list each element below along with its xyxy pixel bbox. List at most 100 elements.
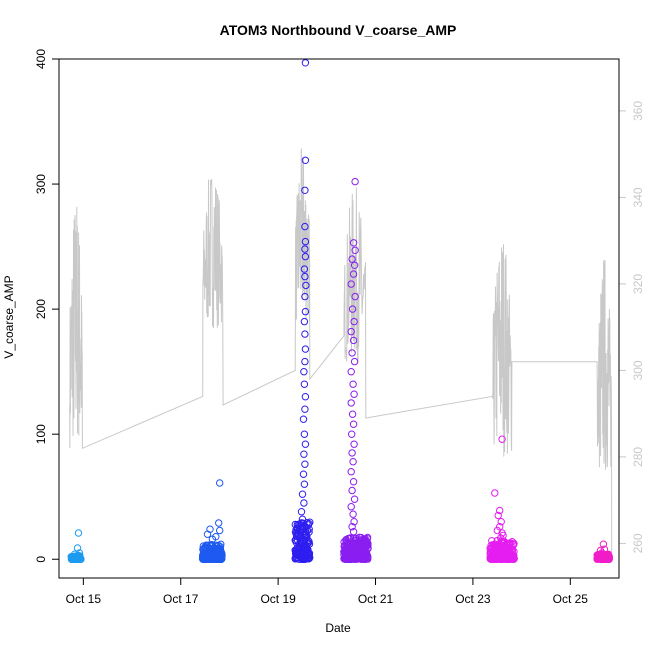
point-cluster-1 [67, 529, 85, 563]
data-point [291, 528, 300, 536]
data-point [297, 508, 306, 516]
data-point [605, 555, 613, 563]
data-point [296, 520, 304, 528]
data-point [497, 548, 505, 556]
y2-tick-label: 340 [631, 187, 645, 207]
x-tick-label: Oct 21 [358, 592, 394, 606]
data-point [347, 368, 355, 376]
data-point [350, 440, 358, 448]
axes-layer: 0 100 200 300 400 260 280 300 320 340 360 Oct 15 Oct… [34, 49, 645, 606]
data-point [215, 519, 223, 527]
y-axis-title: V_coarse_AMP [2, 275, 16, 358]
data-point [349, 542, 357, 550]
data-point [293, 524, 302, 532]
data-point [300, 368, 308, 376]
data-point [350, 390, 358, 398]
right-axis-line-series [69, 148, 613, 553]
y-tick-label: 100 [34, 424, 48, 444]
y-tick-label: 300 [34, 174, 48, 194]
data-point [349, 336, 358, 345]
data-point [305, 528, 313, 536]
data-point [351, 177, 359, 186]
data-point [301, 393, 310, 401]
data-point [496, 523, 504, 531]
data-point [349, 420, 358, 428]
data-point [349, 270, 358, 278]
data-point [491, 489, 499, 497]
data-point [301, 405, 309, 413]
data-point [294, 549, 302, 557]
data-point [292, 532, 301, 541]
data-point [215, 548, 224, 557]
y2-tick-label: 300 [631, 360, 645, 380]
y-tick-label: 200 [34, 299, 48, 319]
data-point [207, 547, 216, 556]
y2-tick-label: 360 [631, 101, 645, 121]
plot-frame [58, 58, 620, 579]
data-point [348, 449, 356, 457]
data-point [350, 495, 359, 503]
data-point [347, 280, 355, 288]
y2-tick-label: 320 [631, 274, 645, 294]
data-point [348, 523, 356, 531]
data-point [349, 510, 357, 518]
data-point [301, 245, 309, 253]
data-point [349, 239, 358, 247]
data-point [345, 549, 353, 557]
data-point [599, 540, 608, 548]
data-point [505, 547, 514, 555]
data-point [301, 272, 309, 281]
data-point [301, 460, 309, 468]
data-point [301, 186, 309, 195]
data-point [201, 552, 209, 560]
data-point [302, 281, 310, 290]
data-point [203, 553, 211, 562]
data-point [208, 535, 217, 543]
y-tick-label: 0 [34, 556, 48, 563]
data-point [70, 550, 79, 558]
points-layer [67, 59, 613, 563]
data-point [216, 479, 224, 487]
data-point [347, 468, 355, 476]
x-tick-label: Oct 17 [163, 592, 199, 606]
data-point [497, 518, 505, 526]
line-series-layer [69, 148, 613, 553]
data-point [75, 549, 84, 557]
data-point [301, 222, 309, 231]
data-point [300, 555, 308, 563]
data-point [350, 261, 359, 269]
data-point [299, 415, 308, 423]
data-point [294, 551, 302, 559]
chart-title: ATOM3 Northbound V_coarse_AMP [220, 22, 457, 38]
data-point [201, 545, 210, 553]
data-point [76, 552, 84, 560]
data-point [598, 549, 606, 557]
data-point [508, 538, 516, 546]
data-point [349, 528, 358, 536]
x-tick-label: Oct 23 [455, 592, 491, 606]
data-point [74, 529, 83, 537]
data-point [300, 450, 308, 458]
data-point [349, 478, 358, 486]
data-point [355, 536, 364, 544]
data-point [203, 530, 212, 538]
data-point [600, 545, 609, 553]
x-tick-label: Oct 25 [553, 592, 589, 606]
data-point [360, 537, 369, 546]
point-cluster-3 [291, 59, 314, 563]
y-tick-label: 400 [34, 49, 48, 69]
data-point [73, 544, 82, 552]
data-point [497, 534, 505, 542]
data-point [305, 550, 313, 559]
data-point [351, 542, 359, 551]
data-point [292, 536, 300, 544]
data-point [341, 553, 350, 562]
data-point [300, 380, 309, 388]
x-axis-title: Date [325, 621, 351, 635]
data-point [342, 535, 350, 544]
data-point [498, 435, 506, 443]
point-cluster-4 [340, 177, 372, 563]
data-point [301, 156, 310, 165]
